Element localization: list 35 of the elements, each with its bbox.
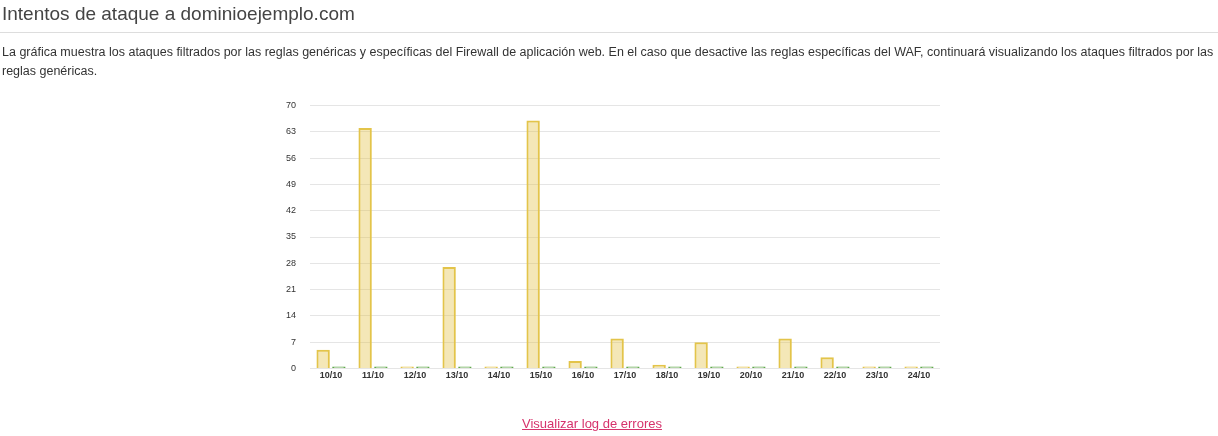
x-tick-label: 18/10 <box>655 370 679 381</box>
chart-title: Intentos de ataque a dominioejemplo.com <box>2 3 356 25</box>
x-tick-label: 23/10 <box>865 370 889 381</box>
chart-subtitle: La gráfica muestra los ataques filtrados por las reglas genéricas y específicas del Firewall de aplicación web. En el caso que desactive las reglas específicas del WAF, continuará visualizando los ataques filtrados por las reglas genéricas. <box>2 44 1215 80</box>
x-tick-label: 15/10 <box>529 370 553 381</box>
x-tick-label: 17/10 <box>613 370 637 381</box>
x-tick-label: 10/10 <box>319 370 343 381</box>
x-tick-label: 19/10 <box>697 370 721 381</box>
y-tick-label: 35 <box>286 231 297 242</box>
bar <box>610 338 624 369</box>
x-tick-label: 22/10 <box>823 370 847 381</box>
bar <box>526 120 540 369</box>
y-tick-label: 56 <box>286 152 297 163</box>
x-tick-label: 16/10 <box>571 370 595 381</box>
y-tick-label: 0 <box>291 363 297 374</box>
bar <box>694 342 708 369</box>
y-tick-label: 28 <box>286 257 297 268</box>
y-tick-label: 7 <box>291 336 297 347</box>
y-tick-label: 42 <box>286 205 297 216</box>
x-tick-label: 13/10 <box>445 370 469 381</box>
y-tick-label: 49 <box>286 178 297 189</box>
x-tick-label: 24/10 <box>907 370 931 381</box>
y-tick-label: 63 <box>286 126 297 137</box>
y-tick-label: 21 <box>286 284 297 295</box>
text: Visualizar log de errores <box>521 416 663 431</box>
x-tick-label: 12/10 <box>403 370 427 381</box>
x-tick-label: 14/10 <box>487 370 511 381</box>
bar <box>442 267 456 369</box>
bar <box>778 338 792 369</box>
bar <box>358 127 372 369</box>
x-tick-label: 21/10 <box>781 370 805 381</box>
y-tick-label: 14 <box>286 310 297 321</box>
x-tick-label: 11/10 <box>361 370 385 381</box>
y-tick-label: 70 <box>286 99 297 110</box>
x-tick-label: 20/10 <box>739 370 763 381</box>
